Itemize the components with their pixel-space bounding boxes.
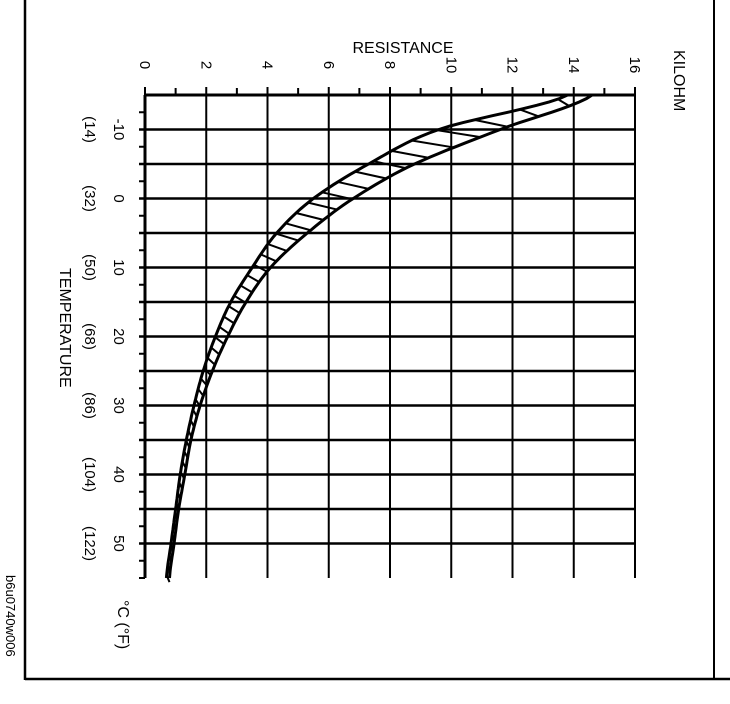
temperature-tick-label-f: (104) [81,457,98,492]
hatch-line [218,326,230,335]
temperature-tick-label-f: (14) [81,116,98,143]
temperature-tick-label-c: 50 [110,535,127,552]
hatch-line [436,129,481,139]
hatch-line [210,346,220,356]
temperature-tick-label-c: 40 [110,466,127,483]
hatch-line [185,440,191,449]
hatch-line [183,450,189,459]
hatch-line [169,543,174,552]
y-axis-title: TEMPERATURE [56,268,73,388]
hatch-line [194,398,201,407]
hatch-line [189,419,195,428]
hatch-line [203,367,212,376]
resistance-tick-label: 14 [565,57,582,74]
hatch-line [228,305,241,314]
hatch-line [174,512,179,521]
frame [23,0,730,681]
figure-code: b6u0740w006 [3,575,18,657]
hatch-line [557,98,570,107]
resistance-tick-label: 16 [626,57,643,74]
hatch-line [519,108,540,118]
hatch-line [373,160,407,170]
hatch-line [354,170,387,180]
hatch-line [285,222,311,232]
hatch-line [239,284,253,294]
hatch-line [197,388,205,397]
resistance-tick-label: 2 [197,61,214,69]
hatch-line [223,315,235,325]
hatch-line [166,564,172,573]
hatch-line [307,201,338,211]
hatch-line [267,243,288,252]
hatch-line [179,471,185,480]
temperature-tick-label-f: (86) [81,392,98,419]
hatch-line [253,263,268,273]
x-axis-unit: KILOHM [670,50,687,111]
resistance-tick-label: 8 [381,61,398,69]
hatch-line [171,533,176,542]
hatch-line [391,149,429,159]
hatch-line [175,502,180,510]
hatch-line [337,180,369,190]
hatch-line [192,409,198,418]
resistance-tick-label: 6 [320,61,337,69]
hatch-line [474,118,508,128]
hatch-line [321,191,353,201]
resistance-tick-label: 12 [504,57,521,74]
grid [139,87,636,579]
temperature-tick-label-c: 0 [110,194,127,202]
hatch-line [411,139,454,149]
hatch-line [165,574,171,583]
y-axis-unit: °C (°F) [114,600,131,649]
hatch-line [176,492,182,500]
temperature-tick-label-c: 10 [110,259,127,276]
resistance-tick-label: 10 [442,57,459,74]
temperature-tick-label-f: (50) [81,254,98,281]
hatch-line [214,336,225,345]
temperature-tick-label-c: 30 [110,397,127,414]
hatch-line [168,554,173,562]
temperature-tick-label-f: (32) [81,185,98,212]
band-curve-lower [164,93,569,579]
hatch-line [295,212,324,221]
resistance-tick-label: 0 [136,61,153,69]
temperature-tick-label-c: 20 [110,328,127,345]
hatch-line [206,357,216,366]
hatch-line [275,232,299,242]
hatch-line [187,429,193,438]
x-axis-title: RESISTANCE [352,40,453,57]
hatch-line [260,253,277,263]
hatch-line [178,481,184,490]
tolerance-band [164,93,593,583]
resistance-tick-label: 4 [259,61,276,69]
labels: RESISTANCE KILOHM TEMPERATURE °C (°F) b6… [3,40,687,657]
temperature-tick-label-f: (68) [81,323,98,350]
hatch-line [233,294,247,304]
temperature-tick-label-f: (122) [81,526,98,561]
temperature-tick-label-c: -10 [110,119,127,141]
hatch-line [181,460,187,469]
hatch-line [246,274,260,283]
hatch-line [172,523,177,531]
hatch-line [200,377,208,387]
